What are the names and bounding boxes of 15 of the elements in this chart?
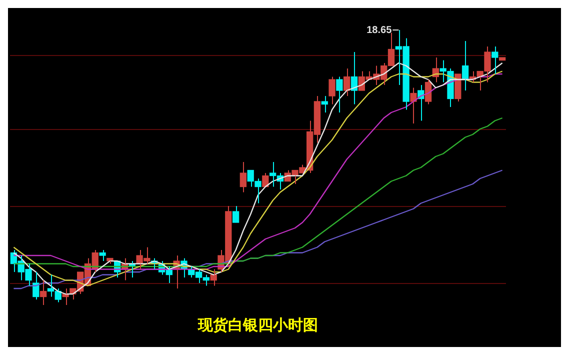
- candlestick: [410, 87, 417, 124]
- candlestick: [328, 76, 336, 105]
- candlestick: [99, 250, 106, 262]
- text: 现货白银四小时图: [197, 316, 318, 334]
- candlestick: [210, 268, 217, 286]
- candlestick: [240, 162, 247, 193]
- candlestick: [336, 76, 343, 113]
- candlestick: [321, 96, 328, 113]
- candlestick: [492, 46, 498, 74]
- candlestick: [454, 74, 462, 102]
- candlestick: [232, 206, 240, 223]
- candlestick: [344, 68, 350, 96]
- candlestick: [40, 280, 47, 306]
- candlestick: [462, 40, 469, 91]
- annotation: 18.65: [366, 24, 392, 36]
